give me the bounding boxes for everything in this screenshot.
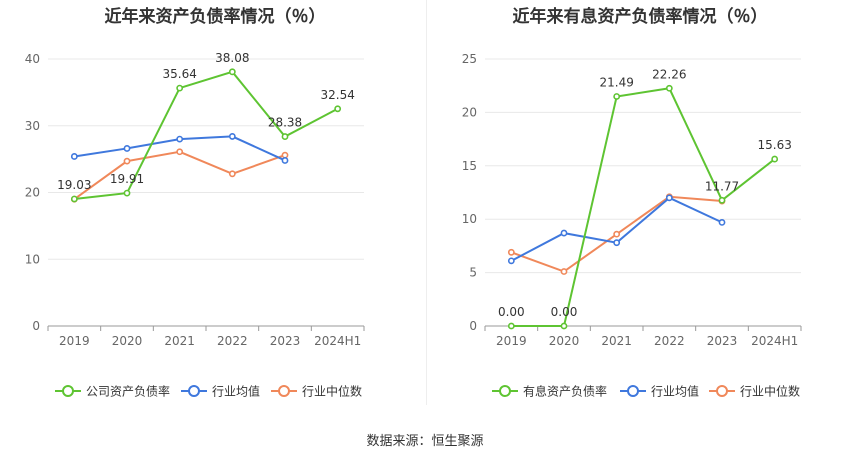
chart2-legend-label-0: 有息资产负债率 bbox=[523, 384, 607, 399]
chart2-series-2-point bbox=[560, 268, 568, 275]
chart1-data-label: 28.38 bbox=[268, 116, 302, 130]
chart2-x-tick-label: 2024H1 bbox=[751, 334, 798, 348]
chart1-series-2-point bbox=[176, 148, 184, 156]
chart1-series-2-point bbox=[228, 170, 236, 178]
chart2-data-label: 21.49 bbox=[599, 75, 633, 89]
chart1-x-tick-label: 2019 bbox=[59, 334, 90, 348]
chart2-series-0-point bbox=[718, 196, 726, 204]
chart2-series-1-point bbox=[507, 257, 515, 265]
chart2-series-0-point bbox=[613, 93, 621, 100]
chart2-legend-marker-1 bbox=[627, 385, 639, 397]
chart1-x-tick-label: 2023 bbox=[270, 334, 301, 348]
chart2-y-tick-label: 0 bbox=[469, 319, 477, 333]
chart2-series-1-line bbox=[510, 196, 723, 262]
chart1-series-1-point bbox=[70, 153, 78, 160]
chart2-y-tick-label: 20 bbox=[462, 105, 477, 119]
chart2-data-label: 22.26 bbox=[652, 67, 686, 81]
chart2-legend-label-1: 行业均值 bbox=[651, 384, 699, 399]
chart1-data-label: 19.91 bbox=[110, 172, 144, 186]
chart1-legend-label-1: 行业均值 bbox=[212, 384, 260, 399]
chart1-y-tick-label: 40 bbox=[25, 52, 40, 66]
chart1-x-tick-label: 2020 bbox=[112, 334, 143, 348]
chart2-series-0-point bbox=[560, 322, 568, 330]
chart2-data-label: 11.77 bbox=[705, 179, 739, 193]
chart1-series-0-point bbox=[334, 105, 342, 113]
chart2-y-tick-label: 5 bbox=[469, 266, 477, 280]
chart2-data-label: 0.00 bbox=[498, 305, 525, 319]
chart2-series-0-line bbox=[511, 87, 776, 327]
chart1-data-label: 19.03 bbox=[57, 178, 91, 192]
chart1-data-label: 35.64 bbox=[162, 67, 196, 81]
panel-divider bbox=[426, 0, 427, 405]
chart2-x-tick-label: 2021 bbox=[601, 334, 632, 348]
chart1-series-2-point bbox=[281, 151, 289, 159]
chart2-x-tick-label: 2022 bbox=[654, 334, 685, 348]
chart2-series-1-point bbox=[613, 239, 621, 247]
chart1-y-tick-label: 0 bbox=[32, 319, 40, 333]
chart2-series-2-point bbox=[613, 230, 621, 238]
chart1-legend-marker-1 bbox=[188, 385, 200, 397]
chart2-y-tick-label: 25 bbox=[462, 52, 477, 66]
chart-title-right: 近年来有息资产负债率情况（％） bbox=[512, 7, 768, 27]
chart1-legend-marker-2 bbox=[278, 385, 290, 397]
chart1-y-tick-label: 30 bbox=[25, 119, 40, 133]
chart1-series-2-point bbox=[123, 157, 131, 165]
chart2-legend-marker-2 bbox=[716, 385, 728, 397]
chart1-legend-label-2: 行业中位数 bbox=[302, 384, 362, 399]
chart2-series-2-point bbox=[507, 248, 515, 256]
chart1-x-tick-label: 2024H1 bbox=[314, 334, 361, 348]
chart2-series-1-point bbox=[560, 229, 568, 237]
chart1-series-1-point bbox=[123, 145, 131, 152]
chart1-data-label: 32.54 bbox=[320, 88, 354, 102]
chart1-legend-label-0: 公司资产负债率 bbox=[86, 384, 170, 399]
chart2-series-0-point bbox=[507, 322, 515, 330]
chart1-series-0-point bbox=[123, 189, 131, 197]
chart1-series-0-point bbox=[228, 68, 236, 76]
chart1-series-1-point bbox=[228, 133, 236, 140]
chart2-legend-marker-0 bbox=[499, 385, 511, 397]
chart1-y-tick-label: 20 bbox=[25, 186, 40, 200]
chart2-y-tick-label: 15 bbox=[462, 159, 477, 173]
chart2-data-label: 15.63 bbox=[757, 138, 791, 152]
chart1-x-tick-label: 2022 bbox=[217, 334, 248, 348]
chart2-series-1-point bbox=[665, 194, 673, 202]
chart1-series-1-point bbox=[176, 135, 184, 143]
chart2-series-0-point bbox=[665, 84, 673, 92]
chart2-x-tick-label: 2019 bbox=[496, 334, 527, 348]
chart2-data-label: 0.00 bbox=[551, 305, 578, 319]
chart1-series-1-point bbox=[281, 157, 289, 164]
data-source-note: 数据来源：恒生聚源 bbox=[366, 434, 484, 449]
chart1-legend-marker-0 bbox=[62, 385, 74, 397]
chart2-series-1-point bbox=[718, 219, 726, 226]
chart2-series-0-point bbox=[771, 155, 779, 163]
chart1-series-0-point bbox=[70, 195, 78, 203]
chart2-x-tick-label: 2023 bbox=[707, 334, 738, 348]
chart-title-left: 近年来资产负债率情况（％） bbox=[104, 7, 326, 27]
chart1-x-tick-label: 2021 bbox=[164, 334, 195, 348]
chart1-series-0-point bbox=[176, 84, 184, 92]
chart2-y-tick-label: 10 bbox=[462, 212, 477, 226]
chart2-legend-label-2: 行业中位数 bbox=[740, 384, 800, 399]
chart1-data-label: 38.08 bbox=[215, 51, 249, 65]
chart1-y-tick-label: 10 bbox=[25, 252, 40, 266]
chart1-series-0-line bbox=[74, 70, 339, 200]
chart2-x-tick-label: 2020 bbox=[549, 334, 580, 348]
chart1-series-0-point bbox=[281, 133, 289, 140]
